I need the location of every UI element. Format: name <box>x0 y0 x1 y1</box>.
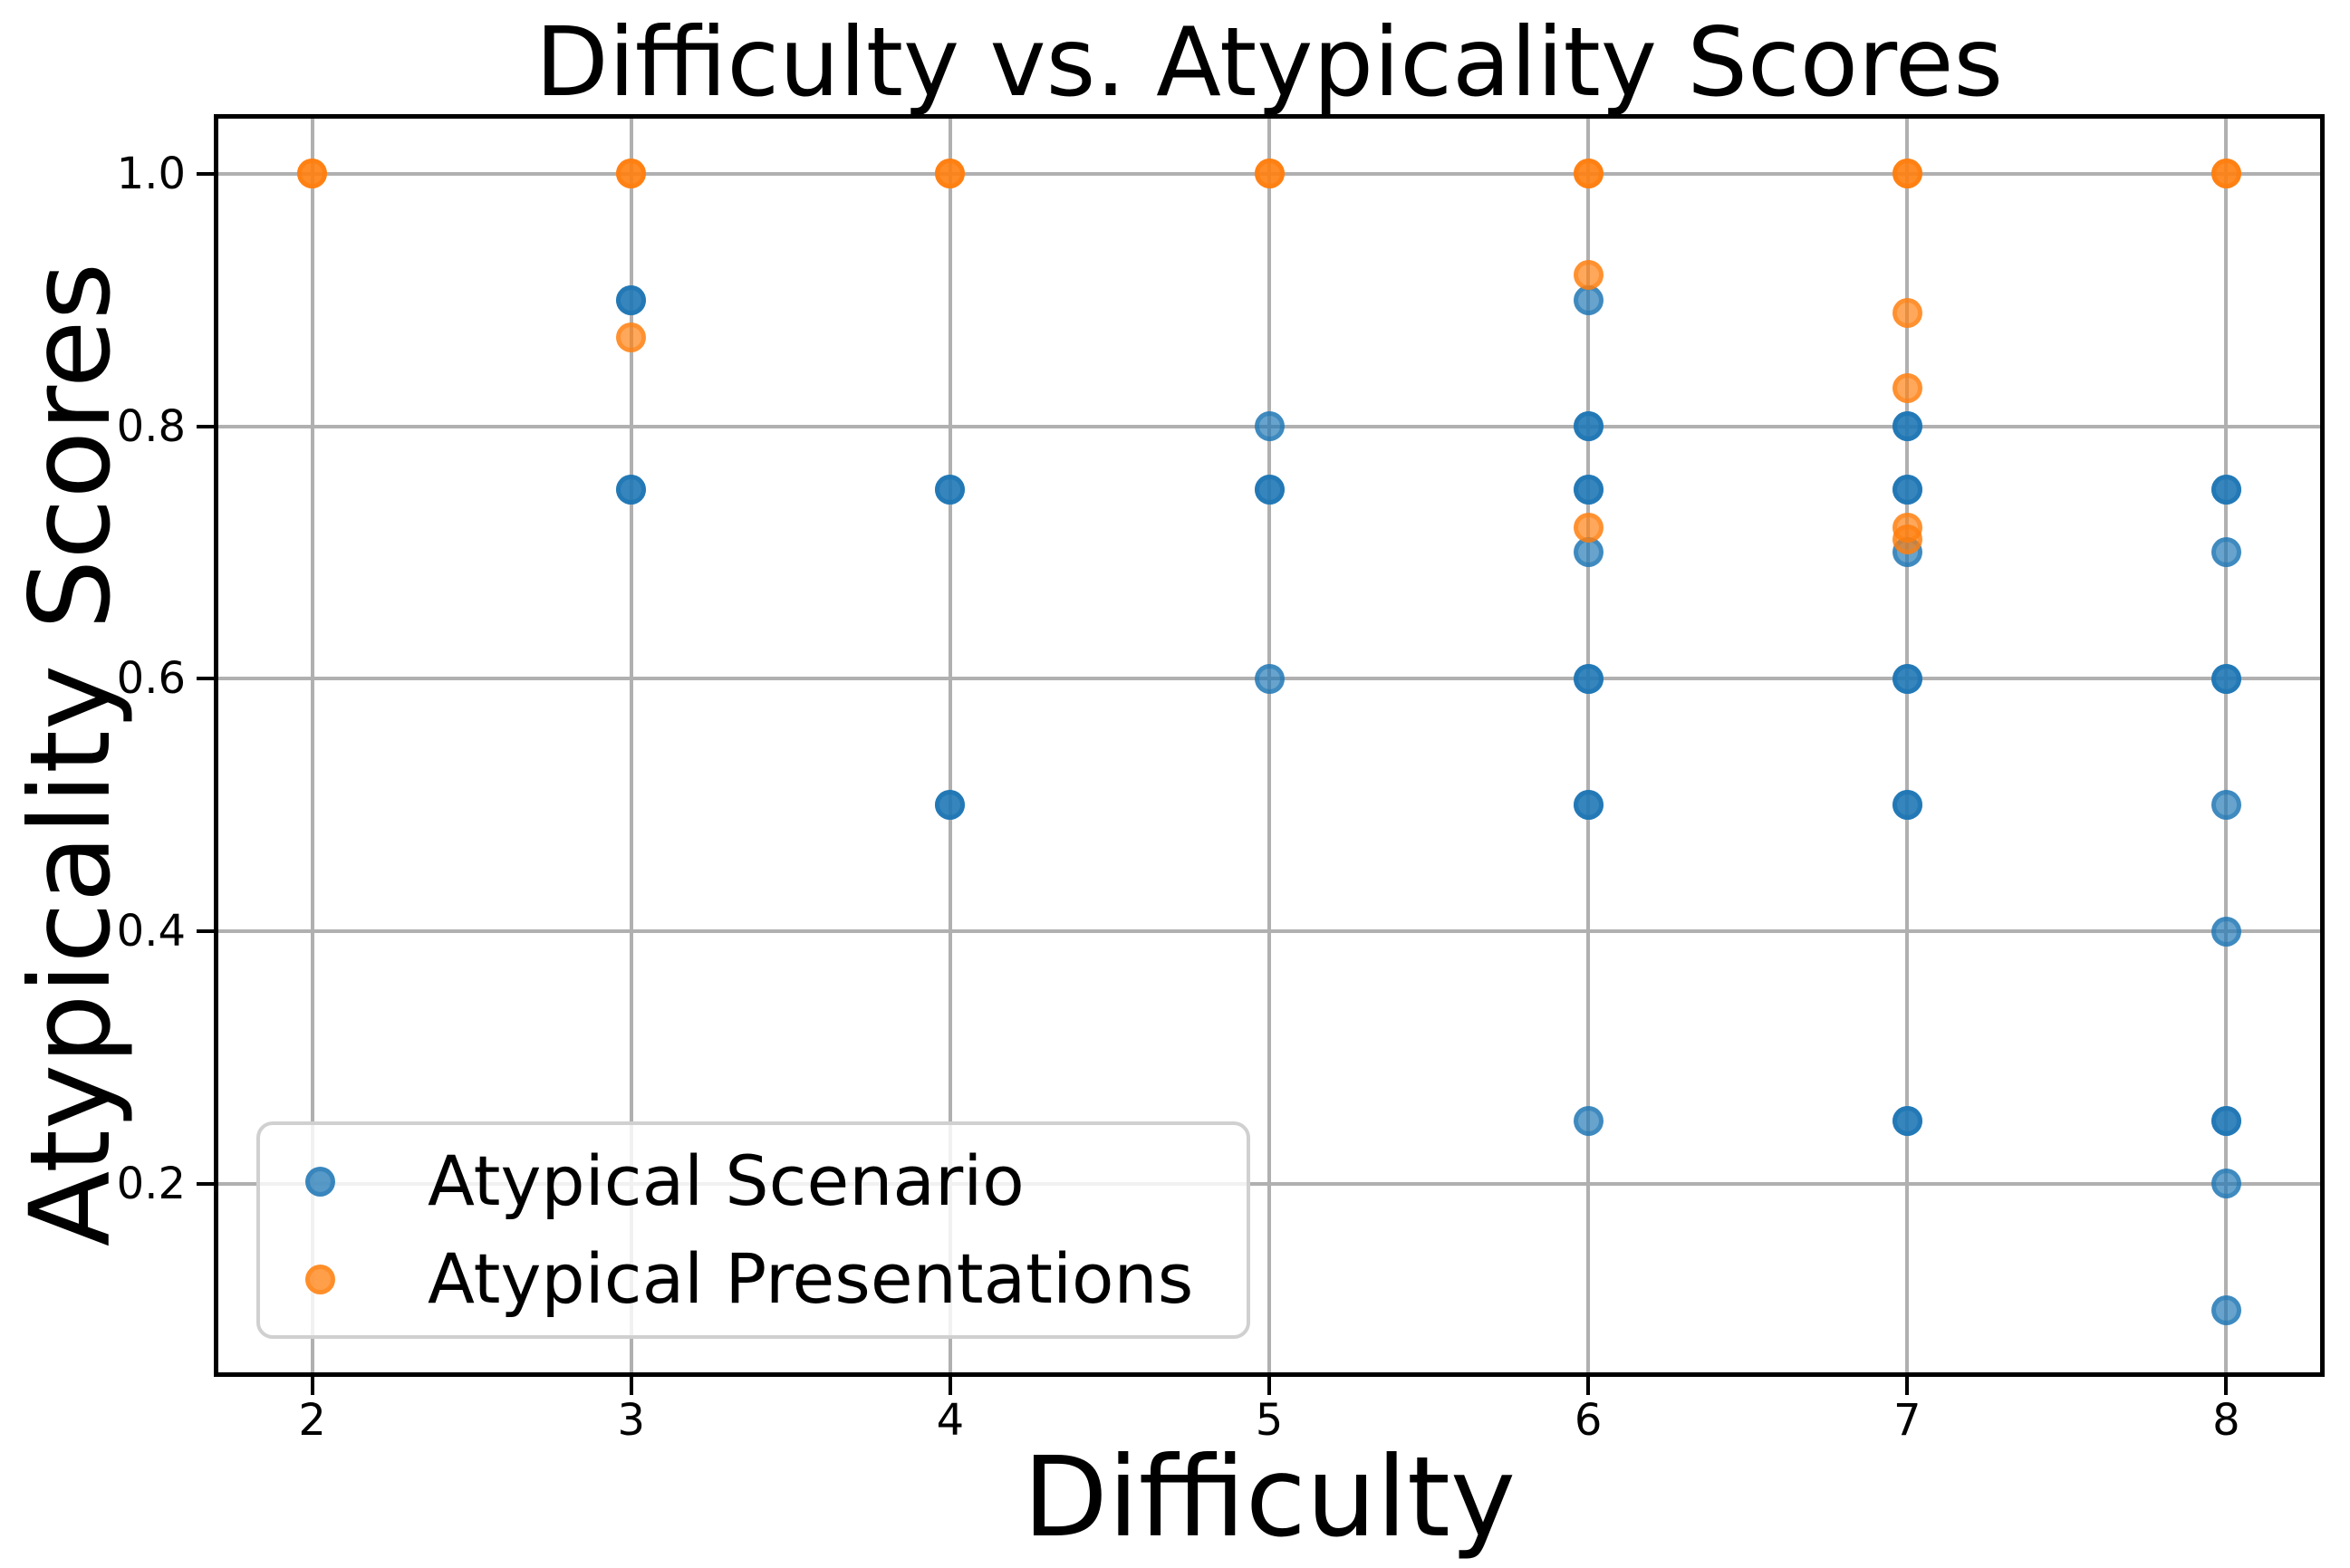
scatter-point-atypical-presentations <box>1892 159 1922 189</box>
scatter-point-atypical-presentations <box>1573 512 1604 543</box>
legend-marker-blue-dot-icon <box>305 1166 335 1197</box>
gridline-vertical <box>2224 117 2229 1373</box>
scatter-point-atypical-presentations <box>616 159 647 189</box>
x-tick-mark <box>1586 1375 1591 1395</box>
gridline-vertical <box>948 117 952 1373</box>
scatter-point-atypical-scenario <box>935 790 966 821</box>
x-tick-mark <box>948 1375 952 1395</box>
scatter-point-atypical-presentations <box>1892 297 1922 328</box>
x-tick-mark <box>1267 1375 1271 1395</box>
scatter-point-atypical-scenario <box>1573 411 1604 442</box>
y-tick-mark <box>197 677 217 681</box>
scatter-point-atypical-scenario <box>616 474 647 505</box>
y-tick-label: 0.4 <box>116 906 186 957</box>
scatter-point-atypical-scenario <box>1254 663 1285 694</box>
x-tick-mark <box>310 1375 314 1395</box>
chart-title: Difficulty vs. Atypicality Scores <box>535 7 2004 118</box>
gridline-vertical <box>1905 117 1910 1373</box>
x-tick-mark <box>2224 1375 2229 1395</box>
x-tick-label: 6 <box>1574 1395 1603 1446</box>
scatter-point-atypical-scenario <box>616 284 647 315</box>
scatter-point-atypical-scenario <box>1892 411 1922 442</box>
scatter-point-atypical-scenario <box>1892 1105 1922 1136</box>
scatter-point-atypical-presentations <box>2210 159 2241 189</box>
y-tick-mark <box>197 424 217 428</box>
legend-marker-orange-dot-icon <box>305 1264 335 1294</box>
x-tick-mark <box>1905 1375 1910 1395</box>
y-tick-mark <box>197 1181 217 1186</box>
scatter-point-atypical-scenario <box>1573 663 1604 694</box>
scatter-point-atypical-scenario <box>1254 411 1285 442</box>
gridline-vertical <box>310 117 314 1373</box>
scatter-point-atypical-presentations <box>1573 159 1604 189</box>
y-tick-label: 0.8 <box>116 400 186 452</box>
scatter-point-atypical-scenario <box>2210 916 2241 947</box>
scatter-point-atypical-scenario <box>2210 537 2241 568</box>
scatter-point-atypical-presentations <box>1892 373 1922 404</box>
y-tick-label: 0.2 <box>116 1158 186 1209</box>
y-tick-mark <box>197 171 217 176</box>
scatter-point-atypical-scenario <box>935 474 966 505</box>
scatter-point-atypical-presentations <box>297 159 328 189</box>
x-tick-label: 3 <box>617 1395 646 1446</box>
scatter-point-atypical-scenario <box>2210 663 2241 694</box>
scatter-point-atypical-presentations <box>616 322 647 353</box>
plot-area-border <box>214 114 2325 1377</box>
legend: Atypical Scenario Atypical Presentations <box>256 1121 1250 1339</box>
y-tick-mark <box>197 929 217 934</box>
scatter-point-atypical-scenario <box>1892 790 1922 821</box>
x-tick-label: 8 <box>2212 1395 2240 1446</box>
scatter-point-atypical-presentations <box>1254 159 1285 189</box>
scatter-point-atypical-scenario <box>2210 1169 2241 1199</box>
scatter-point-atypical-presentations <box>1573 259 1604 290</box>
scatter-point-atypical-scenario <box>1573 474 1604 505</box>
scatter-point-atypical-scenario <box>1892 663 1922 694</box>
x-tick-label: 5 <box>1255 1395 1284 1446</box>
x-axis-label: Difficulty <box>1022 1433 1517 1562</box>
scatter-point-atypical-scenario <box>1573 1105 1604 1136</box>
legend-label: Atypical Presentations <box>428 1238 1194 1319</box>
y-tick-label: 1.0 <box>116 148 186 199</box>
legend-label: Atypical Scenario <box>428 1140 1025 1221</box>
x-tick-label: 4 <box>936 1395 965 1446</box>
scatter-point-atypical-scenario <box>1254 474 1285 505</box>
gridline-vertical <box>1586 117 1591 1373</box>
x-tick-label: 7 <box>1893 1395 1921 1446</box>
scatter-point-atypical-scenario <box>2210 790 2241 821</box>
scatter-point-atypical-scenario <box>2210 474 2241 505</box>
scatter-point-atypical-scenario <box>2210 1294 2241 1325</box>
x-tick-mark <box>629 1375 633 1395</box>
scatter-point-atypical-presentations <box>1892 524 1922 555</box>
y-tick-label: 0.6 <box>116 653 186 705</box>
scatter-point-atypical-presentations <box>935 159 966 189</box>
legend-item-atypical-presentations: Atypical Presentations <box>260 1230 1247 1328</box>
scatter-point-atypical-scenario <box>1573 790 1604 821</box>
gridline-vertical <box>1267 117 1271 1373</box>
scatter-point-atypical-scenario <box>2210 1105 2241 1136</box>
gridline-vertical <box>629 117 633 1373</box>
x-tick-label: 2 <box>298 1395 326 1446</box>
scatter-point-atypical-scenario <box>1892 474 1922 505</box>
legend-item-atypical-scenario: Atypical Scenario <box>260 1132 1247 1230</box>
